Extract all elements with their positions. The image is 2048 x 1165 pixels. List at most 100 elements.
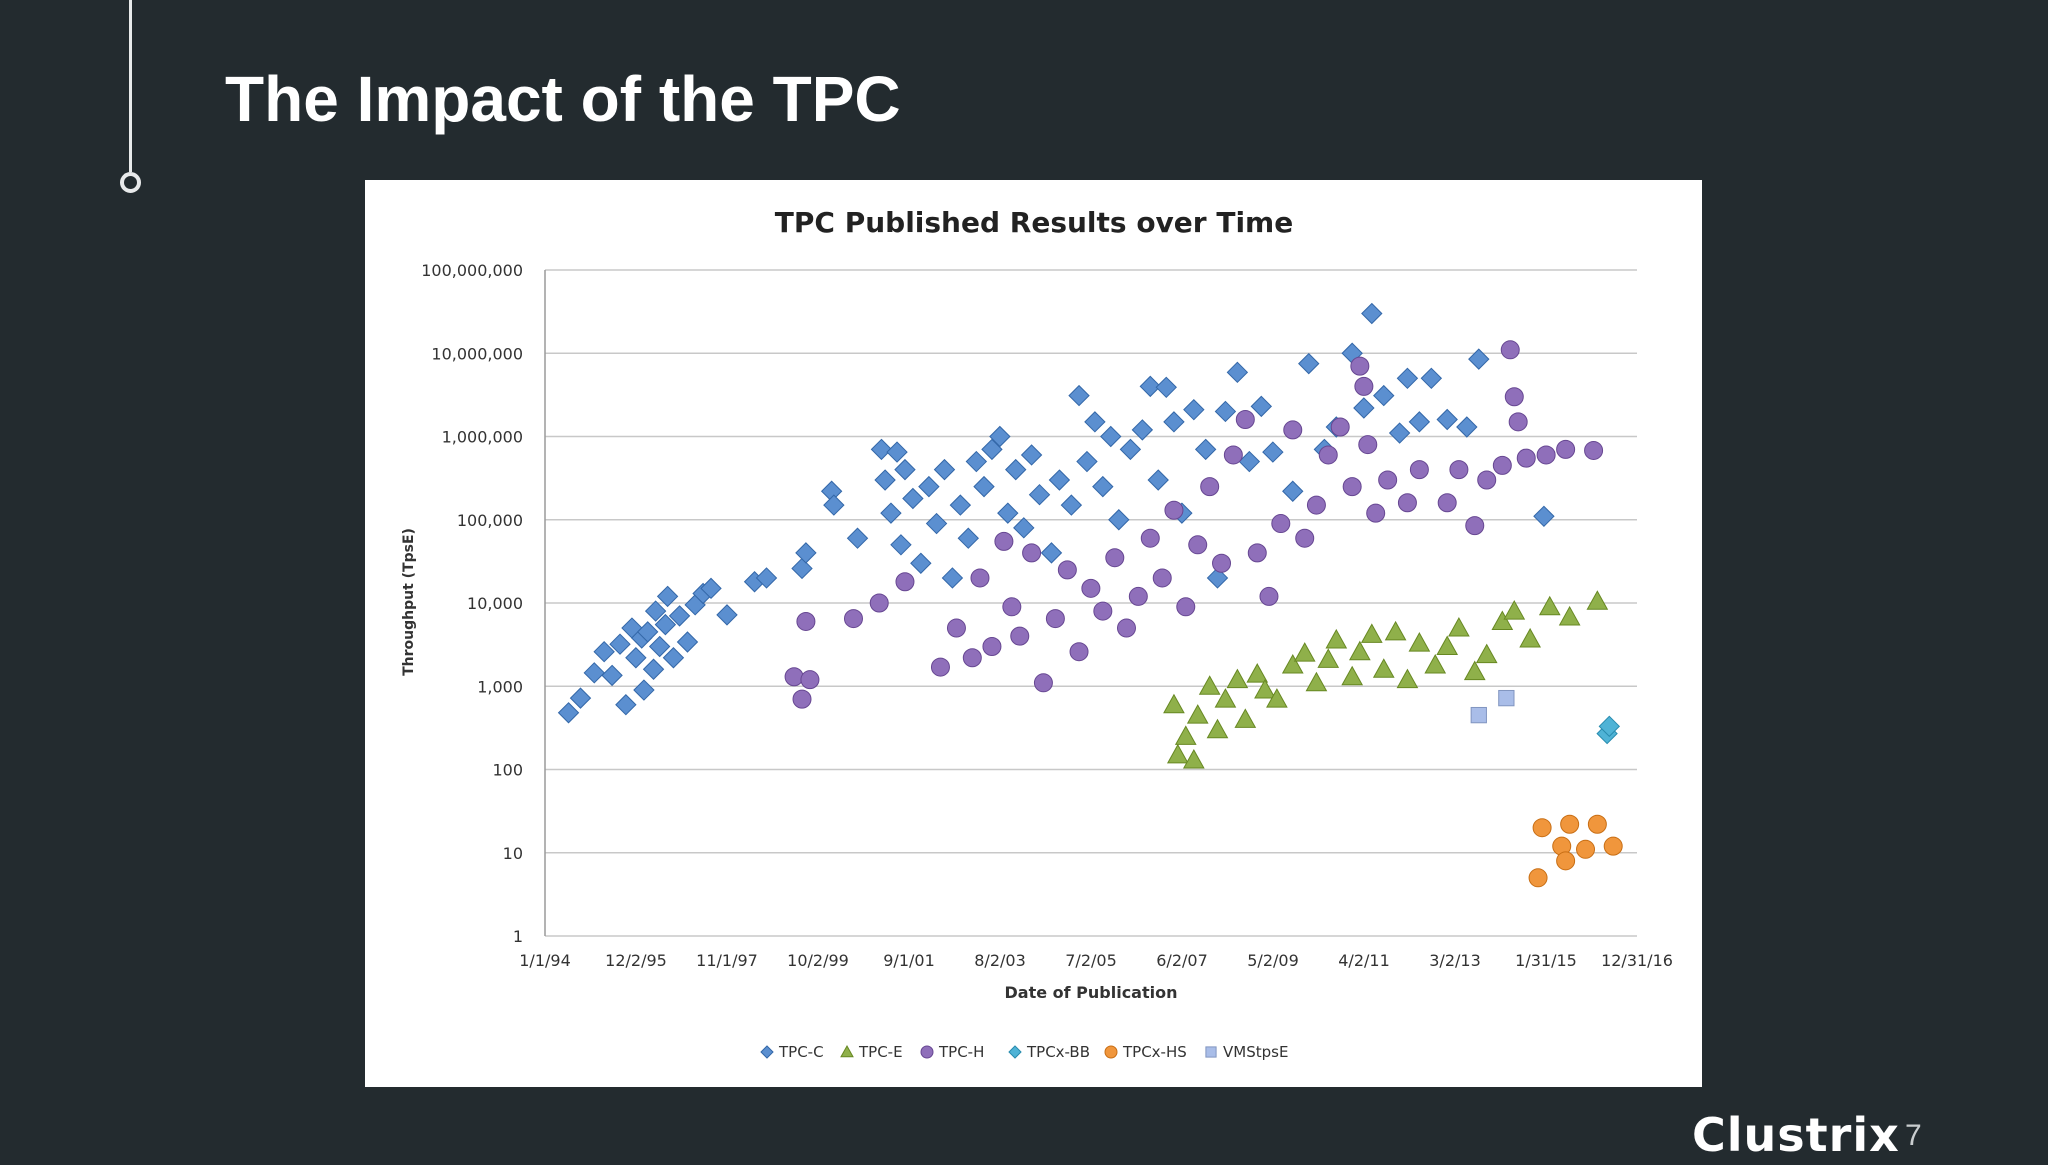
data-point-tpc-h	[1295, 528, 1315, 548]
x-axis-label: Date of Publication	[1004, 983, 1177, 1002]
data-point-tpc-h	[1342, 477, 1362, 497]
legend-label-tpc-e: TPC-E	[858, 1043, 903, 1061]
data-point-tpc-c	[949, 494, 972, 516]
data-point-tpc-c	[973, 475, 995, 498]
data-point-tpc-h	[1366, 503, 1386, 523]
data-point-tpc-e	[1491, 610, 1514, 630]
data-point-tpc-c	[941, 567, 964, 589]
data-point-tpc-c	[609, 633, 631, 655]
data-point-tpc-c	[1100, 425, 1122, 448]
data-point-tpc-h	[1516, 448, 1536, 468]
data-point-tpc-e	[1558, 605, 1581, 626]
data-point-tpc-h	[982, 637, 1002, 657]
data-point-tpc-c	[601, 664, 623, 687]
data-point-tpc-h	[800, 670, 820, 690]
legend-marker-tpc-e	[840, 1044, 854, 1058]
data-point-tpc-h	[1093, 601, 1113, 621]
data-point-tpc-c	[886, 441, 908, 463]
data-point-tpcx-hs	[1532, 818, 1552, 838]
data-point-tpc-c	[1262, 441, 1284, 463]
legend-marker-tpc-c	[760, 1045, 774, 1059]
data-point-tpc-e	[1463, 660, 1486, 681]
data-point-tpc-h	[1283, 420, 1303, 440]
data-point-tpc-h	[1492, 455, 1512, 475]
data-point-tpc-h	[1010, 626, 1030, 646]
x-tick-label: 12/31/16	[1601, 951, 1673, 970]
legend-marker-vmstpse	[1205, 1046, 1217, 1058]
data-point-tpc-e	[1384, 620, 1407, 641]
data-point-tpc-h	[1318, 445, 1338, 465]
data-point-tpc-h	[1247, 543, 1267, 563]
data-point-tpc-h	[930, 657, 950, 677]
y-tick-label: 1,000,000	[442, 428, 523, 447]
data-point-tpc-h	[1477, 470, 1497, 490]
data-point-tpc-c	[1108, 509, 1130, 531]
legend-label-tpc-c: TPC-C	[778, 1043, 824, 1061]
data-point-tpc-c	[1194, 438, 1217, 461]
decorative-ring	[120, 172, 141, 193]
data-point-tpc-c	[1060, 494, 1083, 516]
data-point-tpcx-bb	[1598, 715, 1621, 738]
x-tick-label: 11/1/97	[696, 951, 758, 970]
x-tick-label: 9/1/01	[883, 951, 935, 970]
data-point-tpc-c	[676, 631, 699, 653]
data-point-tpc-e	[1266, 688, 1288, 708]
data-point-tpc-c	[1456, 416, 1478, 438]
data-point-tpc-e	[1254, 679, 1276, 699]
data-point-tpc-c	[644, 600, 667, 622]
data-point-tpc-c	[633, 679, 655, 701]
data-point-tpc-c	[1420, 367, 1443, 390]
data-point-vmstpse	[1470, 706, 1487, 724]
data-point-tpc-e	[1586, 590, 1609, 610]
y-tick-label: 100,000	[457, 511, 523, 530]
clustrix-logo: Clustrix	[1692, 1108, 1900, 1162]
legend-marker-tpcx-hs	[1104, 1045, 1118, 1059]
data-point-tpc-c	[1298, 352, 1320, 375]
data-point-tpc-h	[1378, 470, 1398, 490]
data-point-tpc-h	[1306, 495, 1326, 515]
data-point-tpc-c	[1040, 542, 1063, 564]
data-point-tpc-h	[1140, 528, 1160, 548]
y-tick-label: 1	[513, 927, 523, 946]
data-point-tpc-h	[1152, 568, 1172, 588]
data-point-tpc-c	[1163, 411, 1185, 433]
data-point-tpc-e	[1341, 665, 1364, 686]
y-tick-label: 10,000	[467, 594, 523, 613]
data-point-tpc-c	[716, 604, 738, 626]
data-point-tpc-h	[1128, 586, 1148, 606]
data-point-tpc-c	[870, 438, 893, 461]
data-point-tpc-c	[625, 647, 647, 669]
data-point-tpc-h	[1409, 460, 1429, 480]
data-point-tpc-h	[1164, 500, 1184, 520]
data-points	[557, 302, 1623, 888]
data-point-tpc-e	[1448, 617, 1470, 637]
x-tick-label: 1/31/15	[1515, 951, 1577, 970]
data-point-tpc-c	[1147, 469, 1169, 491]
data-point-tpc-c	[654, 613, 677, 636]
data-point-tpc-c	[957, 527, 979, 549]
data-point-tpc-e	[1174, 725, 1197, 745]
data-point-tpc-c	[1005, 458, 1027, 481]
data-point-tpc-c	[846, 527, 869, 549]
data-point-tpc-c	[642, 658, 665, 680]
data-point-tpcx-hs	[1576, 839, 1596, 859]
data-point-tpc-h	[1536, 445, 1556, 465]
data-point-tpcx-hs	[1587, 814, 1607, 834]
data-point-tpc-e	[1360, 623, 1383, 643]
data-point-tpc-c	[668, 605, 691, 627]
x-axis-tick-labels: 1/1/94 12/2/95 11/1/97 10/2/99 9/1/01 8/2/03 7…	[519, 951, 1673, 970]
data-point-tpc-e	[1214, 688, 1237, 708]
data-point-tpc-h	[994, 531, 1014, 551]
x-tick-label: 3/2/13	[1429, 951, 1481, 970]
data-point-tpc-c	[890, 534, 912, 556]
data-point-tpc-h	[970, 568, 990, 588]
data-point-tpc-c	[925, 512, 948, 535]
data-point-tpc-c	[1282, 480, 1304, 502]
data-point-tpc-h	[1033, 673, 1053, 693]
data-point-tpcx-hs	[1603, 836, 1623, 856]
gridlines	[544, 269, 1637, 937]
y-tick-label: 10,000,000	[431, 344, 523, 363]
page-number: 7	[1905, 1119, 1922, 1152]
data-point-tpc-c	[1388, 422, 1411, 444]
slide-title: The Impact of the TPC	[225, 63, 901, 135]
